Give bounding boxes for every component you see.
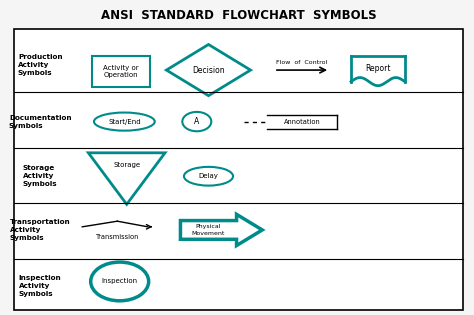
Text: Decision: Decision [192, 66, 225, 75]
Text: A: A [194, 117, 200, 126]
Polygon shape [181, 214, 262, 246]
Text: Activity or
Operation: Activity or Operation [103, 65, 139, 78]
Text: Transmission: Transmission [96, 234, 139, 240]
Ellipse shape [184, 167, 233, 186]
Text: Production
Activity
Symbols: Production Activity Symbols [18, 54, 63, 77]
Text: Physical
Movement: Physical Movement [192, 224, 225, 236]
Text: Annotation: Annotation [283, 118, 320, 125]
Polygon shape [166, 44, 251, 96]
Text: Inspection: Inspection [101, 278, 138, 284]
Text: Documentation
Symbols: Documentation Symbols [9, 115, 72, 129]
Circle shape [182, 112, 211, 131]
Text: Storage
Activity
Symbols: Storage Activity Symbols [23, 165, 57, 187]
Text: Storage: Storage [113, 162, 140, 168]
Text: Transportation
Activity
Symbols: Transportation Activity Symbols [10, 219, 71, 241]
Text: Delay: Delay [199, 173, 219, 179]
Text: Report: Report [365, 64, 391, 73]
Polygon shape [88, 153, 165, 204]
Text: Inspection
Activity
Symbols: Inspection Activity Symbols [19, 275, 62, 297]
Text: Start/End: Start/End [108, 118, 141, 125]
Text: ANSI  STANDARD  FLOWCHART  SYMBOLS: ANSI STANDARD FLOWCHART SYMBOLS [101, 9, 377, 22]
Text: Flow  of  Control: Flow of Control [276, 60, 328, 66]
Bar [91, 56, 150, 87]
Circle shape [91, 262, 149, 301]
Ellipse shape [94, 112, 155, 131]
